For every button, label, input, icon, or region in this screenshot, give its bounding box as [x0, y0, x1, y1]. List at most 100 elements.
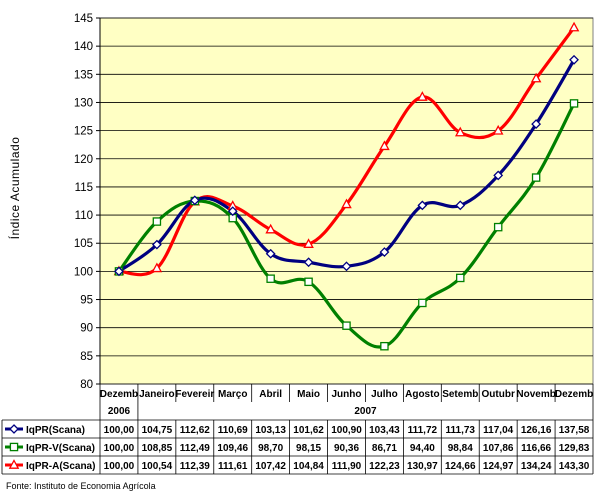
table-cell: 100,54 [142, 461, 173, 472]
data-point [114, 266, 124, 277]
x-category-label: Julho [371, 389, 398, 400]
data-point [418, 298, 427, 308]
x-category-label: Março [218, 389, 247, 400]
y-tick-label: 105 [74, 238, 93, 250]
y-tick-label: 125 [74, 126, 93, 138]
x-category-label: Setemb [442, 389, 478, 400]
legend-marker [8, 459, 20, 469]
y-tick-label: 145 [74, 13, 93, 25]
data-point [341, 198, 352, 209]
data-point [455, 200, 466, 211]
x-category-label: Abril [259, 389, 282, 400]
source-note: Fonte: Instituto de Economia Agrícola [6, 481, 156, 491]
x-category-label: Junho [332, 389, 362, 400]
table-cell: 124,66 [445, 461, 476, 472]
data-point [227, 206, 238, 217]
table-cell: 122,23 [369, 461, 400, 472]
y-tick-label: 95 [80, 295, 93, 307]
x-category-label: Dezemb [555, 389, 593, 400]
x-category-label: Janeiro [139, 389, 175, 400]
table-cell: 111,90 [332, 461, 362, 472]
data-point [303, 257, 314, 268]
y-tick-label: 135 [74, 69, 93, 81]
x-category-label: Dezemb [100, 389, 138, 400]
table-cell: 126,16 [521, 425, 552, 436]
data-point [380, 341, 389, 351]
table-cell: 90,36 [334, 443, 359, 454]
year-label: 2007 [354, 406, 377, 417]
table-cell: 103,43 [369, 425, 400, 436]
table-cell: 98,15 [296, 443, 321, 454]
legend-label: IqPR-V(Scana) [26, 443, 95, 454]
table-cell: 100,00 [104, 425, 135, 436]
table-cell: 109,46 [217, 443, 248, 454]
x-category-label: Novemb [516, 389, 555, 400]
data-point [454, 126, 466, 137]
y-tick-label: 90 [80, 323, 93, 335]
data-point [493, 170, 504, 181]
data-point [304, 277, 313, 287]
table-cell: 143,30 [559, 461, 590, 472]
legend-label: IqPR(Scana) [26, 425, 85, 436]
table-cell: 111,72 [408, 425, 438, 436]
table-cell: 104,75 [142, 425, 173, 436]
y-tick-label: 110 [75, 210, 93, 222]
table-cell: 129,83 [559, 443, 590, 454]
y-tick-label: 130 [74, 97, 93, 109]
table-cell: 111,73 [446, 425, 476, 436]
y-tick-label: 100 [74, 266, 93, 278]
data-point [417, 200, 428, 211]
table-cell: 116,66 [521, 443, 551, 454]
y-axis-label: Índice Acumulado [7, 137, 22, 240]
y-tick-label: 80 [80, 379, 93, 391]
x-category-label: Fevereir [175, 389, 214, 400]
data-point [493, 222, 503, 232]
data-point [531, 173, 541, 182]
table-cell: 107,86 [483, 443, 514, 454]
table-cell: 112,62 [180, 425, 210, 436]
table-cell: 86,71 [372, 443, 397, 454]
table-cell: 130,97 [407, 461, 438, 472]
x-category-label: Maio [297, 389, 320, 400]
data-point [341, 261, 352, 272]
data-point [569, 99, 579, 108]
data-point [151, 239, 162, 250]
table-cell: 94,40 [410, 443, 435, 454]
table-cell: 107,42 [255, 461, 286, 472]
data-point [151, 262, 163, 273]
table-cell: 98,84 [448, 443, 473, 454]
table-cell: 103,13 [255, 425, 286, 436]
y-tick-label: 140 [74, 41, 93, 53]
data-point [568, 21, 580, 32]
table-cell: 100,00 [104, 443, 135, 454]
table-cell: 112,49 [180, 443, 210, 454]
data-point [531, 119, 542, 130]
table-cell: 104,84 [293, 461, 324, 472]
data-point [456, 273, 465, 283]
table-cell: 111,61 [218, 461, 248, 472]
table-cell: 100,90 [331, 425, 362, 436]
table-cell: 100,00 [104, 461, 135, 472]
data-point [265, 248, 276, 259]
y-tick-label: 115 [75, 182, 93, 194]
legend-marker [9, 442, 19, 452]
data-point [303, 238, 314, 248]
data-point [342, 321, 351, 330]
data-point [379, 140, 390, 151]
y-tick-label: 120 [74, 154, 93, 166]
data-point [492, 124, 504, 135]
table-cell: 98,70 [258, 443, 283, 454]
data-point [266, 274, 275, 283]
table-cell: 101,62 [293, 425, 324, 436]
data-point [265, 223, 276, 234]
table-cell: 137,58 [559, 425, 590, 436]
data-point [152, 217, 162, 226]
data-point [417, 91, 428, 101]
data-point [530, 72, 542, 83]
table-cell: 134,24 [521, 461, 552, 472]
table-cell: 117,04 [483, 425, 513, 436]
data-point [569, 54, 579, 65]
table-cell: 110,69 [218, 425, 248, 436]
legend-marker [9, 424, 19, 434]
